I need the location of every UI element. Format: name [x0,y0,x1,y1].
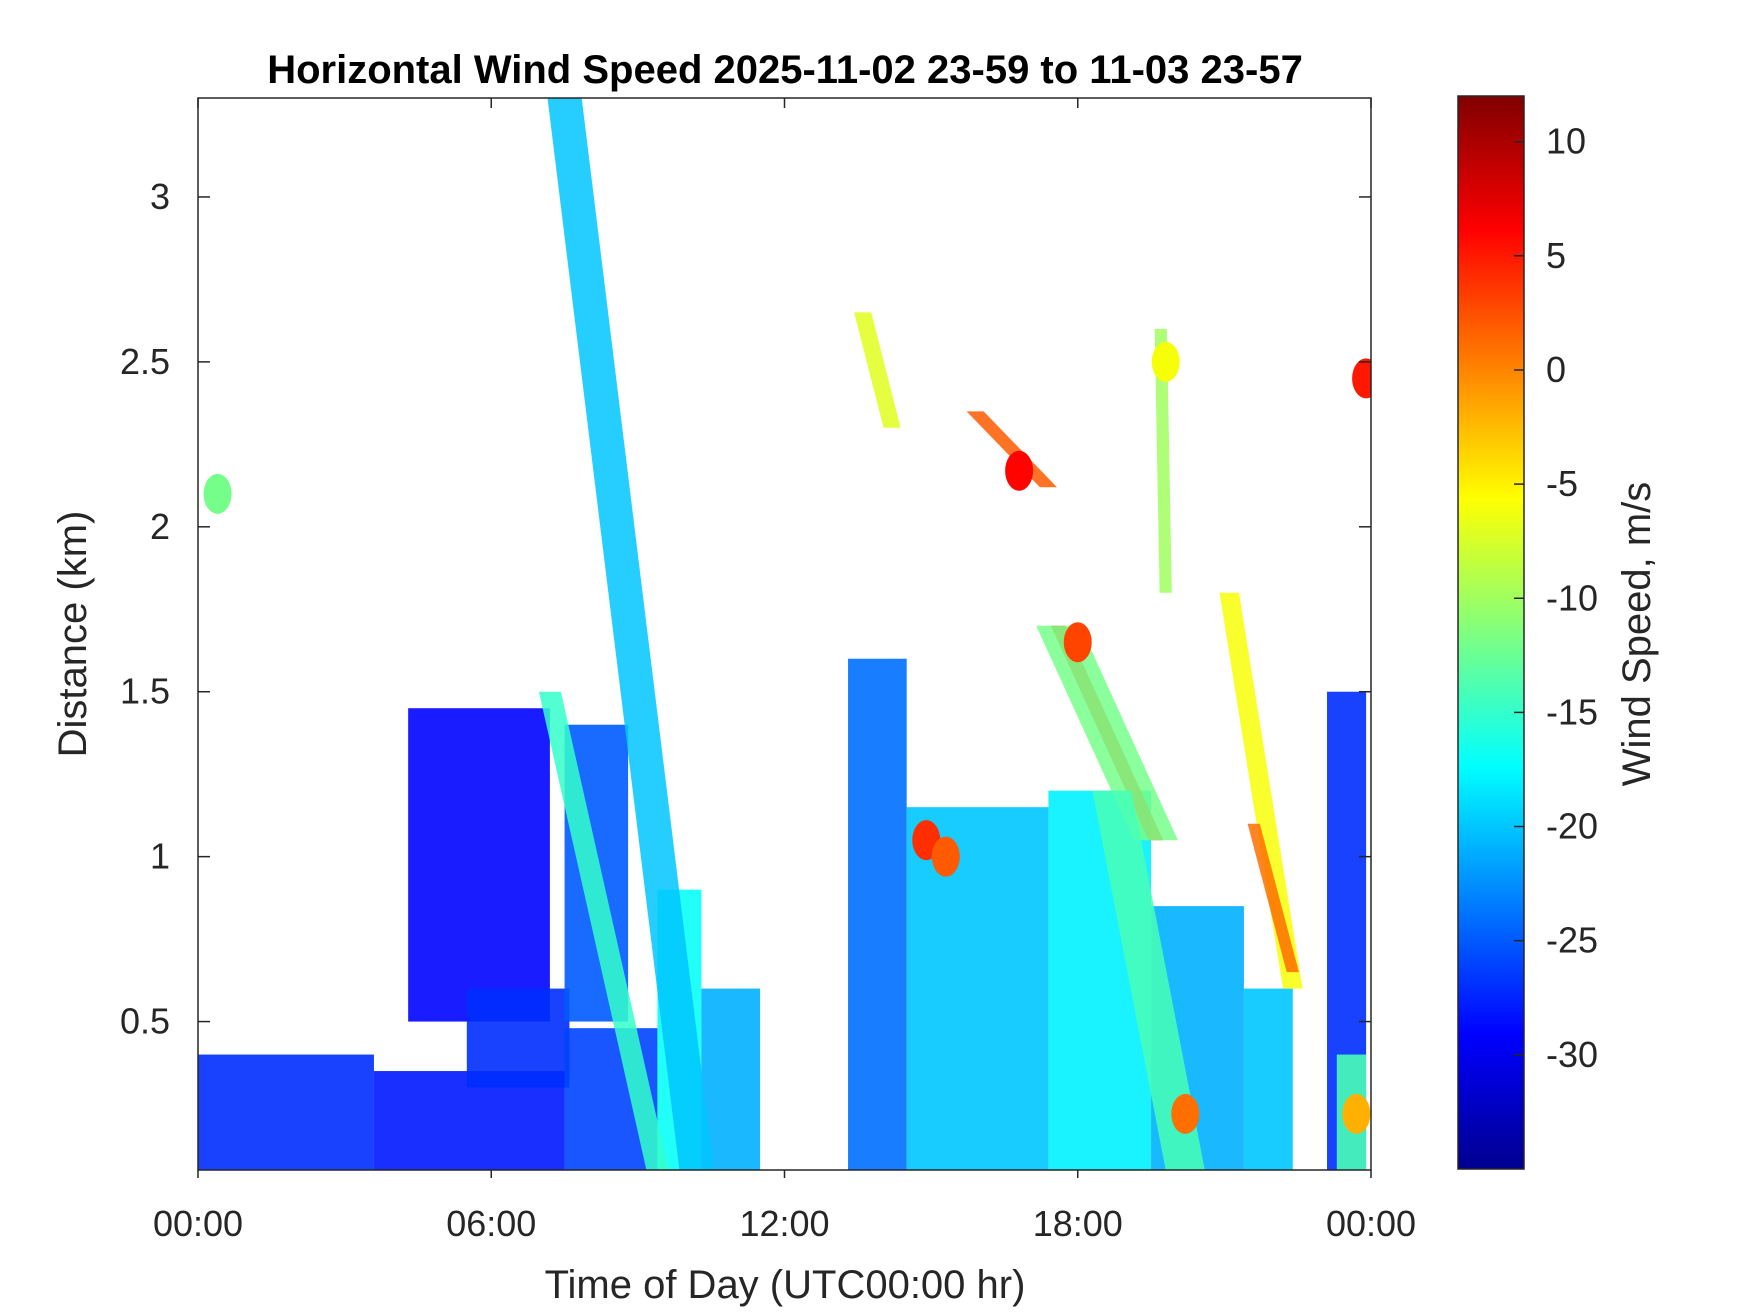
x-axis: 00:00 06:00 12:00 18:00 00:00 [153,98,1416,1244]
colorbar-tick-label-4: -10 [1546,577,1598,618]
x-tick-label-1: 06:00 [446,1203,536,1244]
x-tick-label-0: 00:00 [153,1203,243,1244]
speed-region-2 [408,708,550,1022]
speed-region-3 [466,988,570,1088]
speed-region-8 [848,658,907,1170]
colorbar-tick-label-0: 10 [1546,121,1586,162]
speed-region-0 [198,1054,374,1170]
speed-patch-3 [1171,1093,1200,1134]
colorbar-tick-label-7: -25 [1546,920,1598,961]
speed-streak-6 [1092,790,1205,1170]
speed-streak-2 [854,312,901,428]
colorbar [1457,95,1525,1170]
colorbar-label: Wind Speed, m/s [1615,482,1659,787]
speed-patch-2 [931,836,960,877]
chart-title: Horizontal Wind Speed 2025-11-02 23-59 t… [267,48,1303,92]
speed-patch-5 [1352,358,1371,399]
speed-streak-3 [966,411,1057,488]
speed-streak-0 [547,98,714,1170]
colorbar-tick-label-6: -20 [1546,806,1598,847]
colorbar-tick-label-1: 5 [1546,235,1566,276]
speed-patch-8 [1063,622,1092,663]
speed-patch-4 [1342,1093,1371,1134]
y-tick-label-5: 3 [150,176,170,217]
x-axis-label: Time of Day (UTC00:00 hr) [545,1263,1026,1307]
colorbar-tick-label-8: -30 [1546,1034,1598,1075]
speed-region-7 [701,988,761,1170]
heatmap-area [198,98,1371,1170]
colorbar-tick-label-3: -5 [1546,463,1578,504]
speed-region-12 [1243,988,1293,1170]
y-tick-label-2: 1.5 [120,671,170,712]
speed-streak-7 [1219,592,1303,989]
speed-streak-8 [1247,823,1299,973]
speed-patch-7 [1151,341,1180,382]
x-tick-label-3: 18:00 [1033,1203,1123,1244]
speed-streak-1 [538,691,669,1170]
x-tick-label-2: 12:00 [739,1203,829,1244]
speed-streak-5 [1036,625,1178,841]
y-axis: 0.5 1 1.5 2 2.5 3 [120,176,1371,1042]
speed-region-9 [906,807,1049,1170]
colorbar-tick-label-5: -15 [1546,691,1598,732]
y-tick-label-3: 2 [150,506,170,547]
colorbar-ticks: 10 5 0 -5 -10 -15 -20 -25 -30 [1514,121,1598,1075]
speed-streak-9 [1154,328,1172,593]
y-tick-label-0: 0.5 [120,1001,170,1042]
x-tick-label-4: 00:00 [1326,1203,1416,1244]
speed-patch-6 [203,473,232,514]
y-tick-label-1: 1 [150,836,170,877]
y-axis-label: Distance (km) [51,511,95,758]
speed-patch-0 [1005,450,1034,491]
y-tick-label-4: 2.5 [120,341,170,382]
colorbar-tick-label-2: 0 [1546,349,1566,390]
